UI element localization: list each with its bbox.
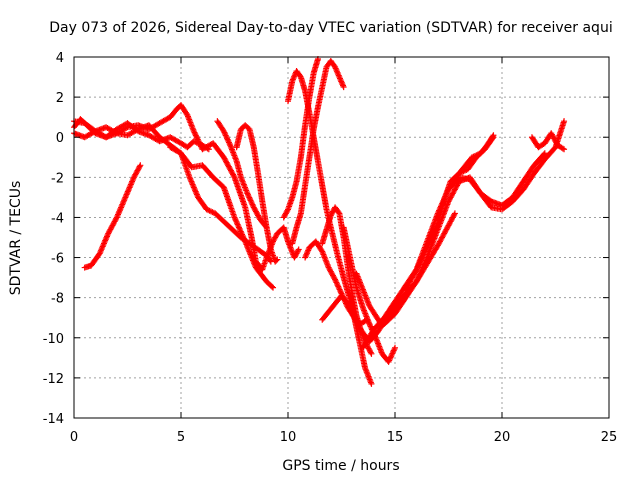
- chart-title: Day 073 of 2026, Sidereal Day-to-day VTE…: [49, 20, 612, 36]
- series-sat-t: [353, 270, 411, 329]
- data-point: [561, 118, 568, 125]
- series-sat-r: [456, 132, 497, 177]
- data-point: [559, 145, 566, 152]
- series-sat-g: [233, 122, 281, 265]
- data-point: [137, 162, 144, 169]
- axis-ticks: [73, 56, 610, 419]
- y-axis-label: SDTVAR / TECUs: [8, 181, 24, 296]
- y-tick-label: -14: [43, 412, 64, 427]
- data-point: [318, 247, 325, 254]
- x-axis-label: GPS time / hours: [282, 458, 399, 474]
- data-point: [404, 290, 411, 297]
- data-point: [404, 291, 411, 298]
- data-point: [561, 146, 568, 153]
- y-tick-label: 4: [56, 51, 64, 66]
- x-tick-label: 0: [70, 430, 78, 445]
- data-point: [451, 211, 458, 218]
- data-point: [268, 283, 275, 290]
- data-point: [368, 350, 375, 357]
- data-point: [190, 128, 197, 135]
- data-point: [294, 247, 301, 254]
- x-tick-label: 20: [494, 430, 511, 445]
- data-point: [490, 132, 497, 139]
- x-tick-label: 10: [280, 430, 297, 445]
- data-point: [205, 146, 212, 153]
- y-tick-label: -8: [51, 292, 64, 307]
- data-point: [113, 215, 120, 222]
- y-tick-label: -2: [51, 171, 64, 186]
- series-sat-f: [214, 118, 270, 231]
- y-tick-labels: -14 -12 -10 -8 -6 -4 -2 0 2 4: [43, 51, 64, 427]
- data-point: [392, 344, 398, 351]
- series-sat-q: [402, 118, 568, 293]
- data-point: [273, 257, 280, 264]
- y-tick-label: -6: [51, 252, 64, 267]
- y-tick-label: -12: [43, 372, 64, 387]
- data-point: [191, 129, 198, 136]
- x-tick-labels: 0 5 10 15 20 25: [70, 430, 617, 445]
- data-point: [296, 72, 303, 79]
- data-point: [331, 275, 338, 282]
- x-tick-label: 15: [387, 430, 404, 445]
- data-point: [192, 132, 199, 139]
- grid: [74, 57, 609, 418]
- data-markers: [71, 56, 568, 387]
- data-point: [193, 133, 200, 140]
- plot-frame: [73, 56, 610, 419]
- y-tick-label: -10: [43, 332, 64, 347]
- series-sat-e: [167, 144, 274, 265]
- x-tick-label: 5: [177, 430, 185, 445]
- series-sat-j: [285, 68, 375, 387]
- series-sat-c: [71, 116, 212, 153]
- y-tick-label: -4: [51, 211, 64, 226]
- data-point: [340, 84, 347, 91]
- x-tick-label: 25: [601, 430, 618, 445]
- data-point: [295, 246, 302, 253]
- y-tick-label: 0: [56, 131, 64, 146]
- data-point: [270, 284, 277, 291]
- data-point: [192, 130, 199, 137]
- data-point: [230, 172, 237, 179]
- series-sat-d: [81, 162, 144, 271]
- data-point: [489, 133, 496, 140]
- data-point: [335, 209, 342, 216]
- data-point: [274, 256, 281, 263]
- data-point: [183, 110, 190, 117]
- data-point: [368, 380, 375, 387]
- y-tick-label: 2: [56, 91, 64, 106]
- data-point: [204, 145, 211, 152]
- data-point: [284, 207, 291, 214]
- data-point: [136, 163, 143, 170]
- data-point: [451, 210, 458, 217]
- data-point: [367, 349, 374, 356]
- series-sat-s: [528, 130, 568, 153]
- data-point: [412, 267, 419, 274]
